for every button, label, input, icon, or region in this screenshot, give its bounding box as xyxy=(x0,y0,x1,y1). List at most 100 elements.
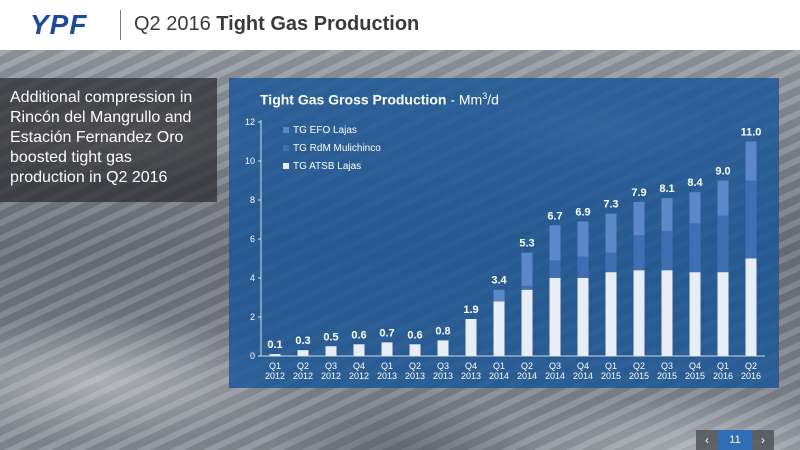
page-number: 11 xyxy=(718,430,752,450)
x-tick-label-year: 2012 xyxy=(349,371,369,381)
chart-title-unit-tail: /d xyxy=(487,91,499,108)
x-tick-label-year: 2014 xyxy=(545,371,565,381)
x-tick-label-year: 2012 xyxy=(293,371,313,381)
y-tick-label: 8 xyxy=(250,195,255,205)
x-tick-label-quarter: Q1 xyxy=(381,361,393,371)
bar-segment-rdm xyxy=(717,215,729,273)
bar-value-label: 0.1 xyxy=(267,339,282,351)
bar-segment-atsb xyxy=(717,272,729,356)
bar-segment-atsb xyxy=(689,272,701,356)
bar-value-label: 7.3 xyxy=(603,199,618,211)
legend-swatch-rdm xyxy=(283,145,289,151)
bar-value-label: 5.3 xyxy=(519,238,534,250)
x-tick-label-year: 2015 xyxy=(601,371,621,381)
x-tick-label-year: 2016 xyxy=(713,371,733,381)
bar-value-label: 0.5 xyxy=(323,331,338,343)
bar-value-label: 0.3 xyxy=(295,335,310,347)
x-tick-label-quarter: Q3 xyxy=(325,361,337,371)
chart-title-unit: - Mm xyxy=(446,91,483,108)
prev-page-button[interactable]: ‹ xyxy=(696,430,718,450)
bar-segment-efo xyxy=(661,198,673,232)
bar-segment-efo xyxy=(521,252,533,286)
x-tick-label-year: 2013 xyxy=(433,371,453,381)
callout-box: Additional compression in Rincón del Man… xyxy=(0,78,217,202)
bar-segment-efo xyxy=(633,201,645,236)
page-title-prefix: Q2 2016 xyxy=(134,13,217,35)
x-tick-label-quarter: Q3 xyxy=(437,361,449,371)
bar-value-label: 8.4 xyxy=(687,177,703,189)
bar-value-label: 0.8 xyxy=(435,325,450,337)
bar-value-label: 3.4 xyxy=(491,275,507,287)
x-tick-label-year: 2015 xyxy=(629,371,649,381)
x-tick-label-year: 2013 xyxy=(377,371,397,381)
bar-value-label: 0.6 xyxy=(351,329,366,341)
bar-segment-atsb xyxy=(325,346,337,356)
header-divider xyxy=(120,10,121,40)
bar-segment-atsb xyxy=(521,289,533,356)
header: YPF Q2 2016 Tight Gas Production xyxy=(0,0,800,50)
bar-segment-rdm xyxy=(577,256,589,278)
bar-segment-rdm xyxy=(745,180,757,259)
legend-label-rdm: TG RdM Mulichinco xyxy=(293,143,381,154)
x-tick-label-year: 2014 xyxy=(573,371,593,381)
chart-title-bold: Tight Gas Gross Production xyxy=(260,91,447,108)
legend-label-efo: TG EFO Lajas xyxy=(293,125,357,136)
next-page-button[interactable]: › xyxy=(752,430,774,450)
bar-segment-rdm xyxy=(633,235,645,271)
bar-segment-atsb xyxy=(549,278,561,356)
bar-segment-atsb xyxy=(465,318,477,356)
bar-segment-rdm xyxy=(689,223,701,273)
bar-segment-atsb xyxy=(577,278,589,356)
x-tick-label-quarter: Q2 xyxy=(409,361,421,371)
x-tick-label-quarter: Q2 xyxy=(745,361,757,371)
x-tick-label-quarter: Q2 xyxy=(521,361,533,371)
x-tick-label-quarter: Q2 xyxy=(297,361,309,371)
y-tick-label: 10 xyxy=(245,156,255,166)
x-tick-label-quarter: Q3 xyxy=(661,361,673,371)
bar-segment-rdm xyxy=(605,252,617,273)
bar-value-label: 1.9 xyxy=(463,304,478,316)
bar-segment-rdm xyxy=(549,260,561,278)
bar-segment-efo xyxy=(745,141,757,181)
bar-value-label: 6.9 xyxy=(575,206,590,218)
bar-segment-atsb xyxy=(269,354,281,356)
x-tick-label-year: 2014 xyxy=(517,371,537,381)
page-title: Q2 2016 Tight Gas Production xyxy=(134,13,419,36)
x-tick-label-quarter: Q4 xyxy=(465,361,477,371)
bar-segment-efo xyxy=(605,213,617,253)
x-tick-label-year: 2015 xyxy=(685,371,705,381)
bar-segment-atsb xyxy=(493,301,505,356)
bar-segment-efo xyxy=(689,192,701,224)
x-tick-label-quarter: Q4 xyxy=(689,361,701,371)
x-tick-label-year: 2012 xyxy=(321,371,341,381)
bar-segment-atsb xyxy=(381,342,393,356)
bar-segment-atsb xyxy=(437,340,449,356)
y-tick-label: 6 xyxy=(250,234,255,244)
bar-value-label: 0.6 xyxy=(407,329,422,341)
legend-swatch-efo xyxy=(283,127,289,133)
bar-segment-atsb xyxy=(745,258,757,356)
bar-value-label: 6.7 xyxy=(547,210,562,222)
y-tick-label: 4 xyxy=(250,273,255,283)
bar-value-label: 0.7 xyxy=(379,327,394,339)
page-title-bold: Tight Gas Production xyxy=(216,13,420,35)
y-tick-label: 2 xyxy=(250,312,255,322)
x-tick-label-quarter: Q1 xyxy=(717,361,729,371)
bar-segment-efo xyxy=(493,289,505,302)
y-tick-label: 12 xyxy=(245,117,255,127)
x-tick-label-quarter: Q4 xyxy=(353,361,365,371)
bar-segment-efo xyxy=(577,221,589,257)
x-tick-label-quarter: Q2 xyxy=(633,361,645,371)
x-tick-label-year: 2014 xyxy=(489,371,509,381)
pager: ‹ 11 › xyxy=(696,430,774,450)
bar-segment-atsb xyxy=(661,270,673,356)
bar-segment-rdm xyxy=(661,231,673,271)
bar-segment-atsb xyxy=(409,344,421,356)
x-tick-label-year: 2013 xyxy=(461,371,481,381)
x-tick-label-year: 2016 xyxy=(741,371,761,381)
x-tick-label-quarter: Q1 xyxy=(605,361,617,371)
chart-title-sup: 3 xyxy=(482,91,488,101)
callout-text: Additional compression in Rincón del Man… xyxy=(10,89,193,186)
bar-value-label: 8.1 xyxy=(659,183,674,195)
